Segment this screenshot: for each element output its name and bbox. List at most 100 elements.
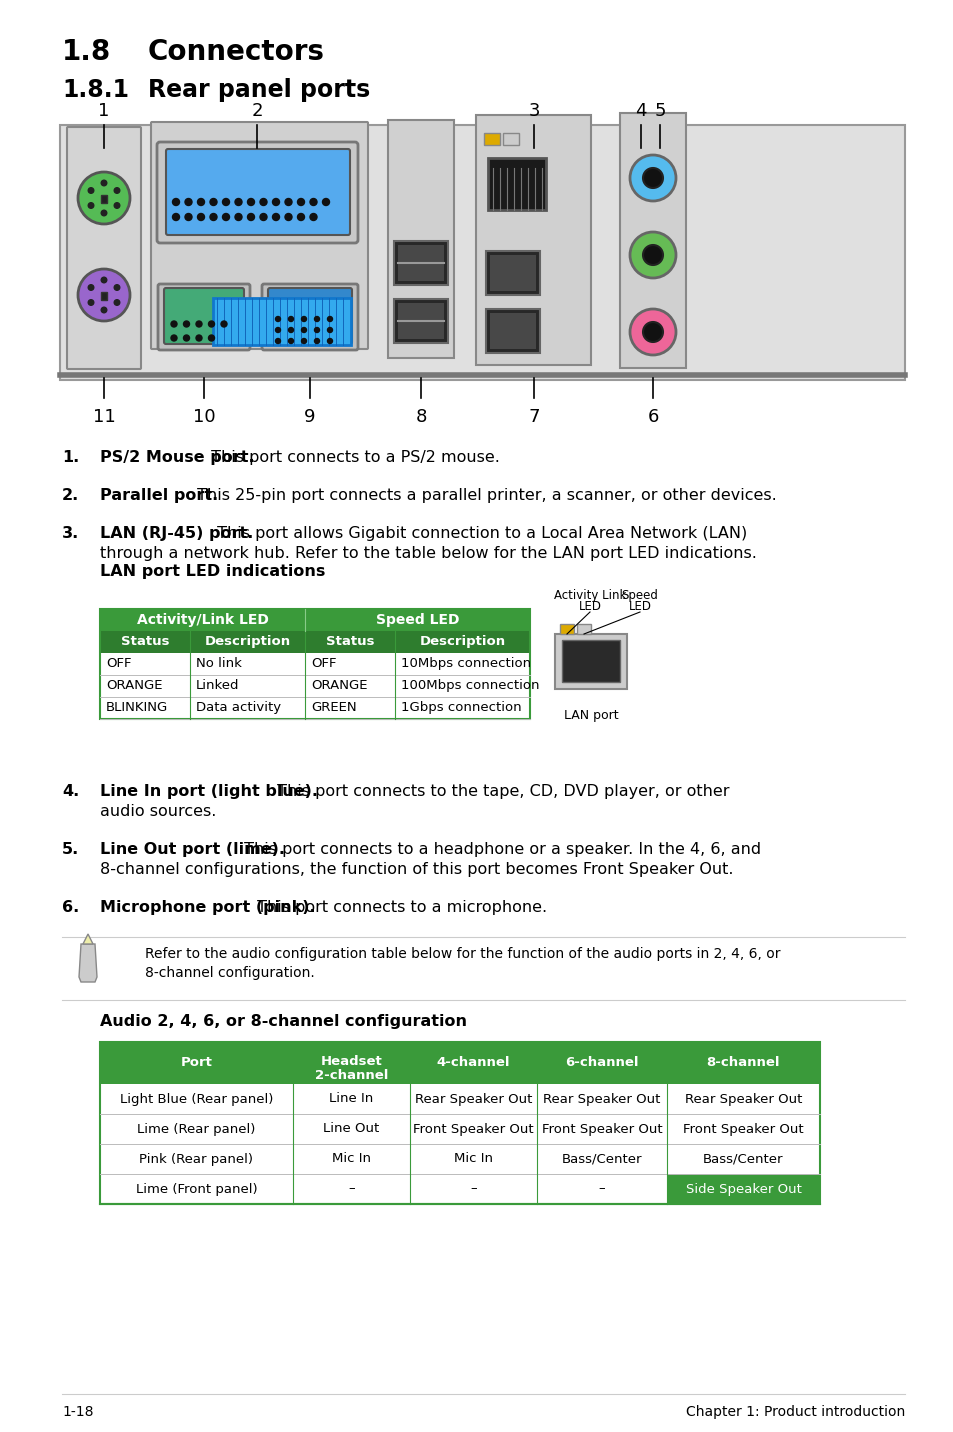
Circle shape: [209, 335, 214, 341]
Text: 2: 2: [251, 102, 262, 120]
Text: –: –: [470, 1183, 476, 1196]
Circle shape: [327, 316, 333, 322]
Bar: [666, 1114, 820, 1144]
Text: 10Mbps connection: 10Mbps connection: [400, 657, 531, 670]
Text: Data activity: Data activity: [195, 702, 281, 715]
FancyBboxPatch shape: [157, 142, 357, 243]
Text: This 25-pin port connects a parallel printer, a scanner, or other devices.: This 25-pin port connects a parallel pri…: [193, 488, 777, 503]
Text: Speed: Speed: [621, 589, 658, 601]
Bar: [305, 653, 395, 674]
Text: 4-channel: 4-channel: [436, 1057, 510, 1070]
Circle shape: [642, 245, 662, 265]
Circle shape: [114, 299, 120, 305]
Bar: [485, 251, 539, 295]
Text: 9: 9: [304, 408, 315, 425]
Bar: [483, 133, 499, 145]
Bar: [410, 1144, 537, 1174]
Polygon shape: [79, 944, 97, 982]
Circle shape: [301, 338, 306, 344]
Bar: [666, 1042, 820, 1084]
Circle shape: [642, 322, 662, 342]
Bar: [100, 697, 190, 719]
Bar: [213, 298, 351, 345]
Text: 1: 1: [98, 102, 110, 120]
Text: Speed LED: Speed LED: [375, 613, 458, 627]
Bar: [537, 1084, 666, 1114]
Circle shape: [629, 232, 676, 278]
Bar: [190, 674, 305, 697]
Circle shape: [310, 213, 316, 221]
Circle shape: [88, 299, 93, 305]
Circle shape: [195, 335, 202, 341]
Text: Status: Status: [121, 634, 169, 649]
Text: Rear Speaker Out: Rear Speaker Out: [543, 1093, 660, 1106]
Circle shape: [114, 203, 120, 208]
Text: Rear Speaker Out: Rear Speaker Out: [415, 1093, 532, 1106]
Bar: [394, 299, 448, 344]
Circle shape: [209, 321, 214, 326]
Circle shape: [301, 316, 306, 322]
Circle shape: [288, 338, 294, 344]
Bar: [190, 632, 305, 653]
Bar: [305, 632, 395, 653]
Text: Bass/Center: Bass/Center: [561, 1153, 641, 1166]
Bar: [577, 624, 590, 634]
Bar: [410, 1114, 537, 1144]
Circle shape: [210, 213, 216, 221]
Circle shape: [260, 199, 267, 206]
Bar: [619, 113, 685, 368]
Circle shape: [275, 316, 280, 322]
Circle shape: [297, 199, 304, 206]
Text: This port allows Gigabit connection to a Local Area Network (LAN): This port allows Gigabit connection to a…: [212, 526, 746, 541]
Circle shape: [275, 338, 280, 344]
Circle shape: [185, 213, 192, 221]
Text: PS/2 Mouse port.: PS/2 Mouse port.: [100, 450, 254, 465]
Text: Parallel port.: Parallel port.: [100, 488, 218, 503]
Bar: [305, 697, 395, 719]
Bar: [293, 1144, 410, 1174]
Text: Front Speaker Out: Front Speaker Out: [413, 1123, 534, 1136]
Text: Headset: Headset: [320, 1055, 382, 1068]
Bar: [190, 653, 305, 674]
Text: –: –: [348, 1183, 355, 1196]
Text: 6: 6: [647, 408, 658, 425]
Text: 1-18: 1-18: [62, 1405, 93, 1419]
Circle shape: [222, 199, 230, 206]
FancyBboxPatch shape: [262, 284, 357, 349]
Circle shape: [288, 328, 294, 332]
Bar: [502, 133, 518, 145]
Bar: [490, 314, 536, 349]
Bar: [305, 609, 530, 632]
Text: BLINKING: BLINKING: [106, 702, 168, 715]
Text: Connectors: Connectors: [148, 39, 325, 66]
Circle shape: [629, 155, 676, 200]
Text: Front Speaker Out: Front Speaker Out: [682, 1123, 803, 1136]
Bar: [100, 632, 190, 653]
Bar: [60, 125, 904, 379]
Text: Line In port (light blue).: Line In port (light blue).: [100, 783, 317, 799]
Bar: [388, 120, 454, 358]
Bar: [666, 1144, 820, 1174]
Text: Status: Status: [325, 634, 374, 649]
Polygon shape: [83, 934, 92, 944]
Circle shape: [101, 180, 107, 186]
Circle shape: [642, 168, 662, 188]
Circle shape: [247, 199, 254, 206]
Circle shape: [285, 199, 292, 206]
Circle shape: [78, 269, 130, 321]
Text: 4: 4: [635, 102, 646, 120]
Bar: [100, 1144, 293, 1174]
Bar: [100, 1084, 293, 1114]
Circle shape: [171, 321, 177, 326]
Bar: [394, 241, 448, 285]
Text: Line In: Line In: [329, 1093, 374, 1106]
Bar: [293, 1174, 410, 1204]
Text: This port connects to a PS/2 mouse.: This port connects to a PS/2 mouse.: [206, 450, 499, 465]
Text: 1.8: 1.8: [62, 39, 112, 66]
Circle shape: [172, 199, 179, 206]
Bar: [190, 697, 305, 719]
Circle shape: [171, 335, 177, 341]
Circle shape: [101, 211, 107, 216]
Bar: [410, 1084, 537, 1114]
FancyBboxPatch shape: [67, 127, 141, 369]
